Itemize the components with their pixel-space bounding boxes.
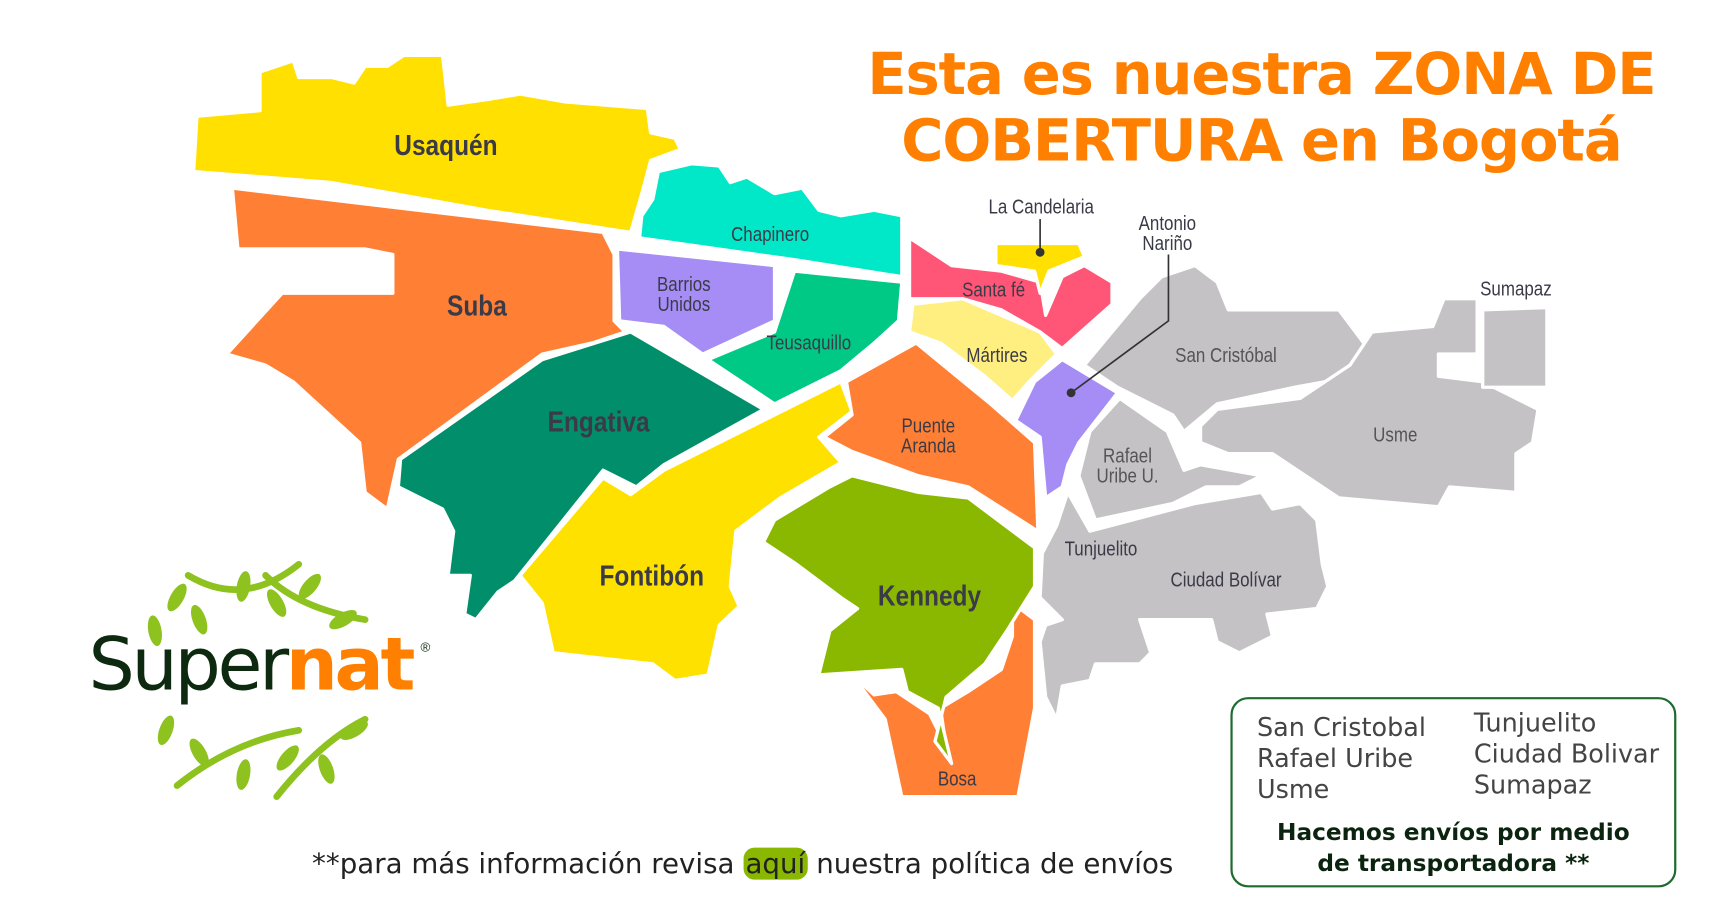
label-line: Rafael bbox=[1103, 444, 1152, 467]
legend-item: Rafael Uribe bbox=[1256, 744, 1414, 774]
shipping-legend-box: San Cristobal Rafael Uribe Usme Tunjueli… bbox=[1230, 697, 1677, 888]
registered-mark: ® bbox=[420, 639, 431, 656]
legend-note: Hacemos envíos por medio de transportador… bbox=[1233, 817, 1674, 879]
region-fontibon bbox=[518, 380, 854, 683]
label-ciudad-bolivar: Ciudad Bolívar bbox=[1170, 568, 1282, 591]
legend-item: Usme bbox=[1256, 775, 1330, 805]
label-engativa: Engativa bbox=[547, 404, 650, 439]
legend-item: Sumapaz bbox=[1473, 771, 1592, 800]
legend-col-1: San Cristobal Rafael Uribe Usme bbox=[1257, 713, 1426, 806]
label-line: Barrios bbox=[657, 273, 711, 296]
footnote-text: nuestra política de envíos bbox=[807, 847, 1174, 880]
shipping-policy-link[interactable]: aquí bbox=[743, 847, 808, 880]
region-antonio-narino bbox=[1014, 357, 1120, 500]
label-kennedy: Kennedy bbox=[877, 578, 982, 612]
region-sumapaz bbox=[1481, 305, 1549, 389]
supernat-logo: Supernat bbox=[89, 628, 416, 701]
label-line: Puente bbox=[901, 414, 956, 438]
title-line-2: COBERTURA en Bogotá bbox=[901, 108, 1622, 175]
label-santa-fe: Santa fé bbox=[962, 278, 1026, 301]
logo-nat: nat bbox=[285, 621, 416, 708]
narino-dot bbox=[1066, 388, 1076, 398]
label-suba: Suba bbox=[447, 288, 507, 322]
region-chapinero bbox=[637, 162, 904, 279]
title-line-1: Esta es nuestra ZONA DE bbox=[867, 42, 1656, 109]
label-puente-aranda: Puente Aranda bbox=[901, 416, 956, 456]
region-suba bbox=[225, 186, 627, 511]
label-rafael-uribe: Rafael Uribe U. bbox=[1096, 446, 1158, 486]
region-tunjuelito-ciudad-bolivar bbox=[1038, 490, 1330, 721]
label-martires: Mártires bbox=[966, 344, 1028, 367]
label-line: Aranda bbox=[901, 434, 956, 457]
label-line: Nariño bbox=[1142, 232, 1193, 255]
label-usme: Usme bbox=[1373, 423, 1418, 446]
narino-pointer bbox=[1070, 254, 1170, 394]
label-line: Uribe U. bbox=[1096, 464, 1159, 487]
label-la-candelaria: La Candelaria bbox=[988, 195, 1094, 218]
label-line: Unidos bbox=[657, 293, 711, 316]
legend-item: Ciudad Bolivar bbox=[1473, 740, 1660, 770]
candelaria-dot bbox=[1035, 247, 1045, 257]
region-puente-aranda bbox=[822, 341, 1040, 533]
region-engativa bbox=[396, 330, 766, 622]
label-barrios-unidos: Barrios Unidos bbox=[657, 274, 711, 314]
legend-item: Tunjuelito bbox=[1473, 709, 1597, 739]
footnote-text: **para más información revisa bbox=[312, 847, 744, 880]
region-barrios-unidos bbox=[615, 247, 777, 356]
region-rafael-uribe bbox=[1077, 396, 1264, 522]
label-tunjuelito: Tunjuelito bbox=[1064, 537, 1138, 560]
region-bosa bbox=[850, 601, 1037, 799]
legend-item: San Cristobal bbox=[1256, 713, 1426, 743]
label-fontibon: Fontibón bbox=[599, 558, 705, 592]
label-sumapaz: Sumapaz bbox=[1480, 277, 1552, 300]
label-line: Antonio bbox=[1138, 212, 1197, 235]
footnote: **para más información revisa aquí nuest… bbox=[312, 847, 1174, 880]
logo-super: Super bbox=[88, 621, 290, 708]
label-antonio-narino: Antonio Nariño bbox=[1139, 214, 1196, 254]
region-la-candelaria bbox=[994, 241, 1087, 295]
region-usaquen bbox=[191, 53, 683, 235]
region-teusaquillo bbox=[706, 269, 904, 406]
legend-col-2: Tunjuelito Ciudad Bolivar Sumapaz bbox=[1474, 708, 1659, 801]
page-title: Esta es nuestra ZONA DE COBERTURA en Bogo… bbox=[863, 42, 1660, 175]
label-usaquen: Usaquén bbox=[394, 128, 498, 162]
region-kennedy bbox=[761, 474, 1037, 766]
label-chapinero: Chapinero bbox=[731, 223, 810, 246]
region-martires bbox=[907, 297, 1059, 403]
label-bosa: Bosa bbox=[937, 767, 977, 791]
label-san-cristobal: San Cristóbal bbox=[1175, 344, 1277, 367]
label-teusaquillo: Teusaquillo bbox=[766, 331, 852, 355]
legend-note-line: de transportadora ** bbox=[1317, 849, 1590, 877]
region-santa-fe bbox=[907, 236, 1114, 351]
supernat-leaf-icon bbox=[147, 560, 369, 800]
legend-note-line: Hacemos envíos por medio bbox=[1277, 818, 1630, 846]
